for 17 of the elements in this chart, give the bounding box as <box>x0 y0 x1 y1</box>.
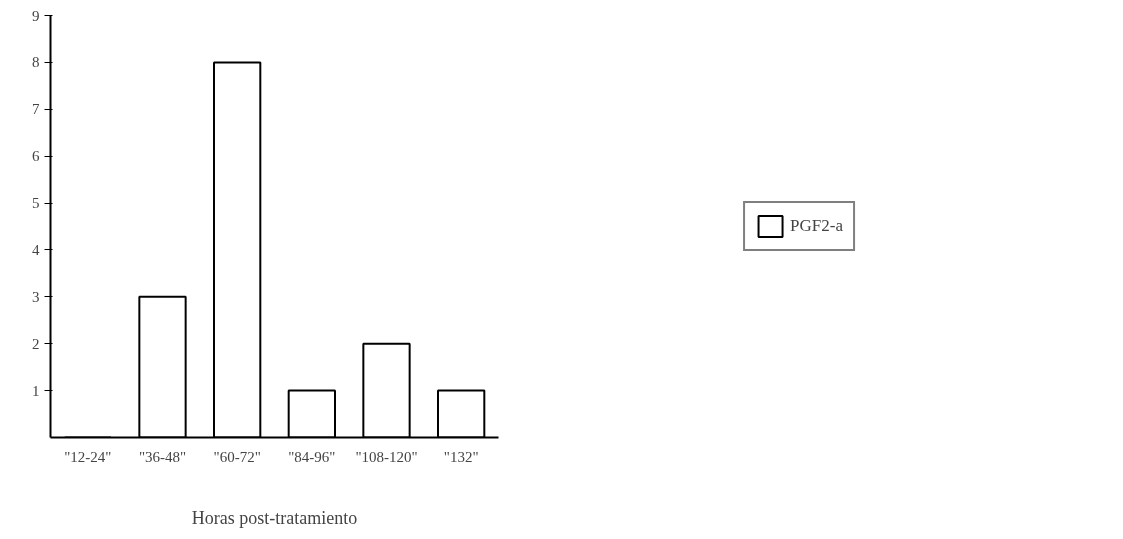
x-tick-label: "108-120" <box>355 448 418 465</box>
legend-label: PGF2-a <box>790 216 843 236</box>
y-tick-label: 4 <box>32 241 40 258</box>
y-tick-label: 3 <box>32 288 40 305</box>
x-tick-label: "132" <box>443 448 479 465</box>
x-tick-label: "60-72" <box>213 448 261 465</box>
y-tick-label: 1 <box>32 382 40 399</box>
x-axis-title: Horas post-tratamiento <box>191 507 358 528</box>
y-tick-label: 7 <box>32 101 40 118</box>
x-tick-label: "12-24" <box>64 448 112 465</box>
y-tick-label: 9 <box>32 7 40 24</box>
x-tick-label: "84-96" <box>288 448 336 465</box>
y-tick-label: 6 <box>32 148 40 165</box>
y-tick-label: 2 <box>32 335 40 352</box>
y-tick-label: 5 <box>32 195 40 212</box>
y-tick-label: 8 <box>32 54 40 71</box>
x-tick-label: "36-48" <box>138 448 187 465</box>
